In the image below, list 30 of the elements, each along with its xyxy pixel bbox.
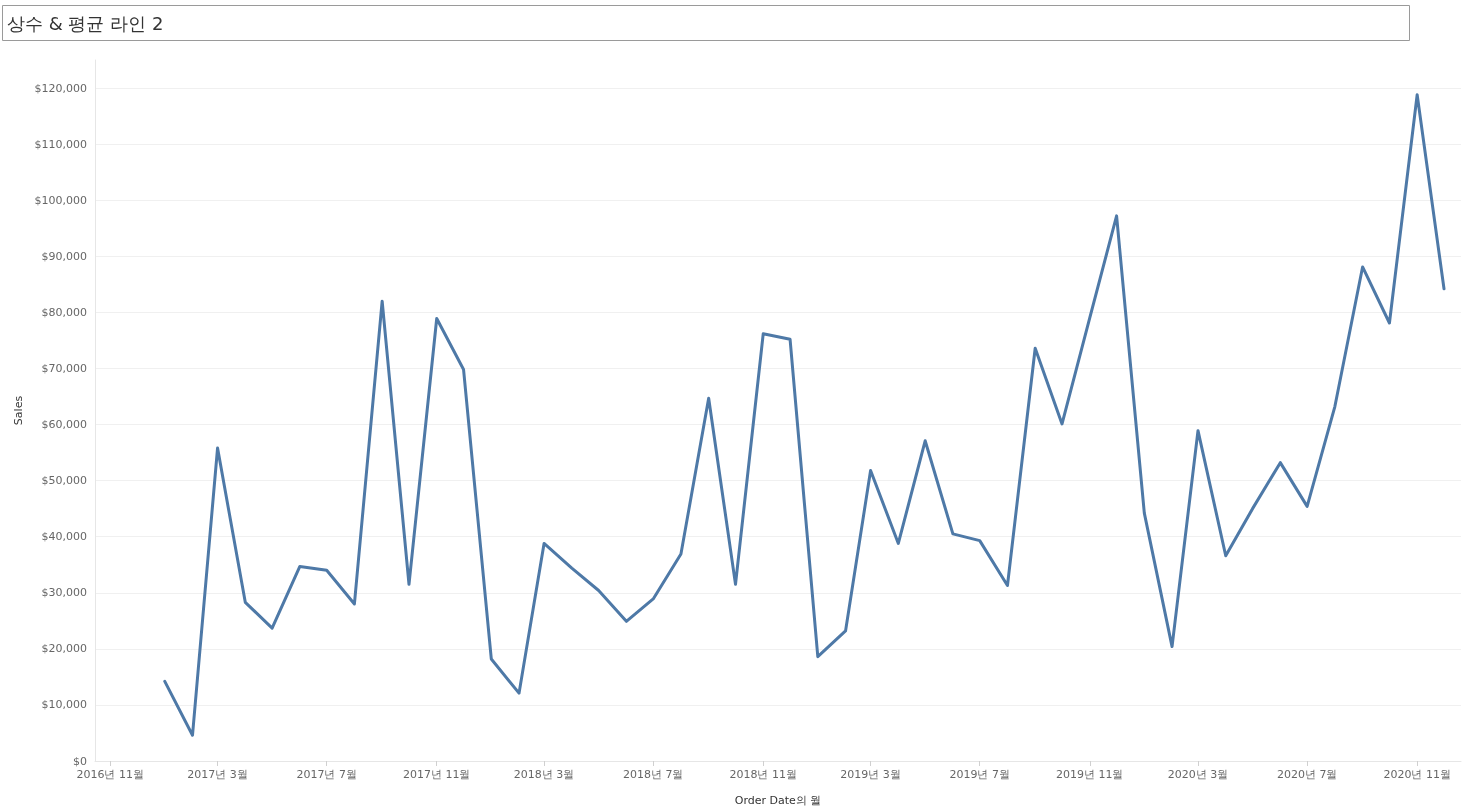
y-axis-title: Sales bbox=[11, 395, 25, 426]
x-tick-label: 2017년 3월 bbox=[187, 768, 248, 781]
x-tick-label: 2019년 11월 bbox=[1056, 768, 1124, 781]
x-tick-label: 2018년 7월 bbox=[622, 768, 684, 781]
x-tick-label: 2019년 7월 bbox=[949, 768, 1010, 781]
y-tick-label: $70,000 bbox=[41, 361, 87, 375]
y-tick-label: $0 bbox=[73, 754, 87, 768]
x-tick-label: 2016년 11월 bbox=[76, 768, 144, 781]
y-tick-label: $40,000 bbox=[41, 530, 87, 544]
x-tick-label: 2020년 7월 bbox=[1276, 768, 1338, 781]
x-tick-label: 2017년 7월 bbox=[296, 768, 357, 781]
y-tick-label: $110,000 bbox=[34, 137, 87, 151]
y-tick-label: $30,000 bbox=[41, 586, 87, 600]
y-tick-label: $10,000 bbox=[41, 698, 87, 712]
y-tick-label: $100,000 bbox=[34, 193, 87, 207]
line-series bbox=[163, 93, 1446, 737]
y-tick-label: $120,000 bbox=[34, 81, 87, 95]
y-tick-label: $90,000 bbox=[41, 249, 87, 263]
y-tick-label: $80,000 bbox=[41, 305, 87, 319]
y-tick-label: $60,000 bbox=[41, 418, 87, 432]
y-tick-label: $20,000 bbox=[41, 642, 87, 656]
y-tick-label: $50,000 bbox=[41, 474, 87, 488]
x-tick-label: 2018년 3월 bbox=[513, 768, 575, 781]
x-tick-label: 2017년 11월 bbox=[402, 768, 471, 781]
x-tick-label: 2020년 11월 bbox=[1383, 768, 1451, 781]
x-tick-label: 2018년 11월 bbox=[729, 768, 797, 781]
x-tick-label: 2020년 3월 bbox=[1167, 768, 1229, 781]
x-tick-label: 2019년 3월 bbox=[840, 768, 901, 781]
chart-title: 상수 & 평균 라인 2 bbox=[7, 12, 164, 34]
x-axis-title: Order Date의 월 bbox=[734, 794, 822, 807]
